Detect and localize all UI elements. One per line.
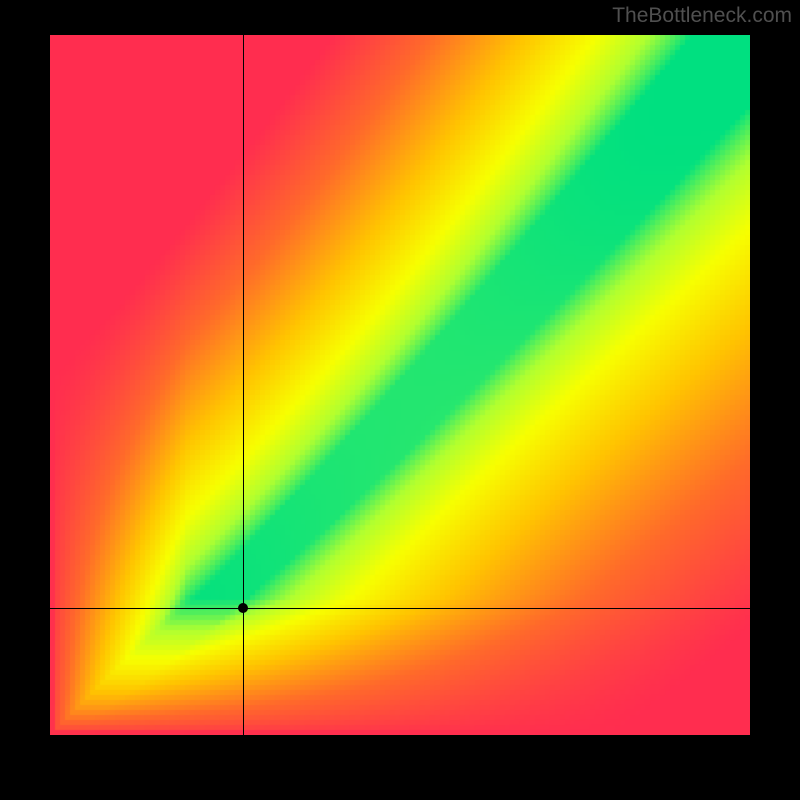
heatmap-canvas: [50, 35, 750, 735]
crosshair-vertical-line: [243, 35, 244, 735]
crosshair-horizontal-line: [50, 608, 750, 609]
plot-area: [50, 35, 750, 735]
crosshair-marker-dot: [238, 603, 248, 613]
figure-container: TheBottleneck.com: [0, 0, 800, 800]
watermark-text: TheBottleneck.com: [612, 4, 792, 28]
